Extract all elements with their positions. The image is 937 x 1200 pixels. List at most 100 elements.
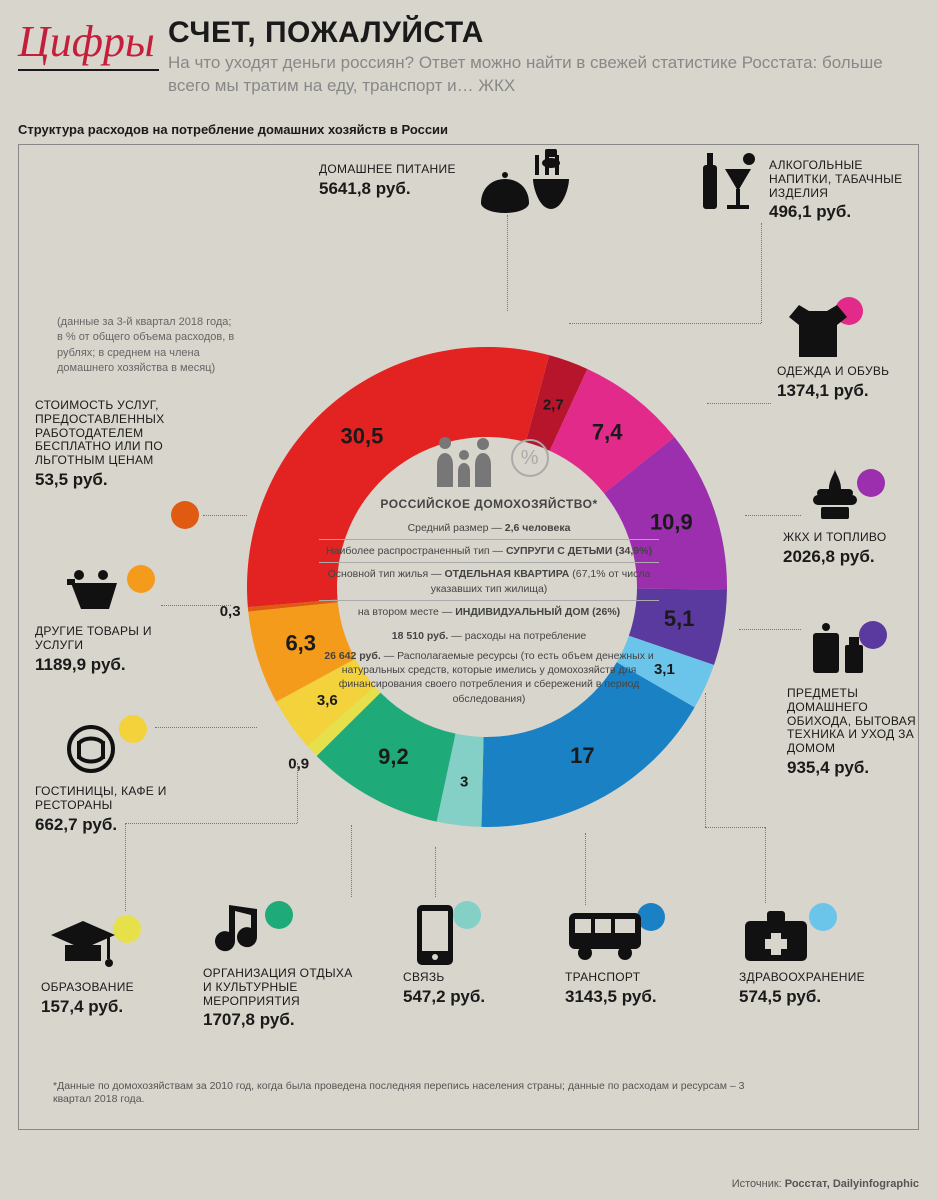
slice-label-other: 6,3 xyxy=(285,631,316,656)
center-row: Средний размер — 2,6 человека xyxy=(319,517,659,540)
callout-household-label: ПРЕДМЕТЫ ДОМАШНЕГО ОБИХОДА, БЫТОВАЯ ТЕХН… xyxy=(787,687,917,756)
callout-comm: СВЯЗЬ 547,2 руб. xyxy=(403,971,503,1006)
culture-icon xyxy=(215,905,271,961)
callout-education: ОБРАЗОВАНИЕ 157,4 руб. xyxy=(41,981,161,1016)
leader xyxy=(705,693,706,827)
callout-clothes-label: ОДЕЖДА И ОБУВЬ xyxy=(777,365,907,379)
center-fin-2: 26 642 руб. — Располагаемые ресурсы (то … xyxy=(319,643,659,706)
callout-alcohol-label: АЛКОГОЛЬНЫЕ НАПИТКИ, ТАБАЧНЫЕ ИЗДЕЛИЯ xyxy=(769,159,909,200)
callout-transport-label: ТРАНСПОРТ xyxy=(565,971,685,985)
percent-icon: % xyxy=(511,439,549,477)
family-icon xyxy=(429,435,499,487)
clothes-icon xyxy=(789,303,847,357)
leader xyxy=(125,823,126,911)
callout-culture-value: 1707,8 руб. xyxy=(203,1010,353,1030)
center-heading: РОССИЙСКОЕ ДОМОХОЗЯЙСТВО* xyxy=(319,497,659,511)
callout-utilities-label: ЖКХ И ТОПЛИВО xyxy=(783,531,913,545)
chart-footnote: *Данные по домохозяйствам за 2010 год, к… xyxy=(53,1080,753,1107)
source-label: Источник: xyxy=(732,1178,782,1190)
transport-icon xyxy=(567,909,643,963)
dot-hotels xyxy=(119,715,147,743)
callout-culture-label: ОРГАНИЗАЦИЯ ОТДЫХА И КУЛЬТУРНЫЕ МЕРОПРИЯ… xyxy=(203,967,353,1008)
callout-food-value: 5641,8 руб. xyxy=(319,179,469,199)
callout-hotels-label: ГОСТИНИЦЫ, КАФЕ И РЕСТОРАНЫ xyxy=(35,785,185,813)
callout-comm-value: 547,2 руб. xyxy=(403,987,503,1007)
chart-meta: (данные за 3-й квартал 2018 года; в % от… xyxy=(57,315,237,377)
leader xyxy=(351,825,352,897)
hotels-icon xyxy=(63,721,119,777)
callout-alcohol: АЛКОГОЛЬНЫЕ НАПИТКИ, ТАБАЧНЫЕ ИЗДЕЛИЯ 49… xyxy=(769,159,909,222)
utilities-icon xyxy=(807,467,863,521)
callout-other-label: ДРУГИЕ ТОВАРЫ И УСЛУГИ xyxy=(35,625,185,653)
other-icon xyxy=(67,567,123,619)
leader xyxy=(161,605,231,606)
callout-comm-label: СВЯЗЬ xyxy=(403,971,503,985)
source-line: Источник: Росстат, Dailyinfographic xyxy=(732,1178,919,1190)
callout-food: ДОМАШНЕЕ ПИТАНИЕ 5641,8 руб. xyxy=(319,163,469,198)
chart-title: Структура расходов на потребление домашн… xyxy=(18,122,448,137)
callout-transport: ТРАНСПОРТ 3143,5 руб. xyxy=(565,971,685,1006)
callout-employer: СТОИМОСТЬ УСЛУГ, ПРЕДОСТАВЛЕННЫХ РАБОТОД… xyxy=(35,399,205,490)
household-icon xyxy=(809,623,867,677)
callout-hotels-value: 662,7 руб. xyxy=(35,815,185,835)
leader xyxy=(569,323,761,324)
callout-health-value: 574,5 руб. xyxy=(739,987,889,1007)
center-row: на втором месте — ИНДИВИДУАЛЬНЫЙ ДОМ (26… xyxy=(319,601,659,623)
callout-utilities: ЖКХ И ТОПЛИВО 2026,8 руб. xyxy=(783,531,913,566)
callout-household: ПРЕДМЕТЫ ДОМАШНЕГО ОБИХОДА, БЫТОВАЯ ТЕХН… xyxy=(787,687,917,778)
center-fin-1: 18 510 руб. — расходы на потребление xyxy=(319,623,659,643)
leader xyxy=(761,223,762,323)
dot-employer xyxy=(171,501,199,529)
callout-hotels: ГОСТИНИЦЫ, КАФЕ И РЕСТОРАНЫ 662,7 руб. xyxy=(35,785,185,834)
dot-health xyxy=(809,903,837,931)
comm-icon xyxy=(413,905,457,965)
slice-label-comm: 3 xyxy=(460,774,468,791)
leader xyxy=(745,515,801,516)
leader xyxy=(739,629,801,630)
brand-logo: Цифры xyxy=(18,16,159,71)
callout-clothes-value: 1374,1 руб. xyxy=(777,381,907,401)
alcohol-icon xyxy=(697,151,761,213)
leader xyxy=(585,833,586,905)
callout-transport-value: 3143,5 руб. xyxy=(565,987,685,1007)
callout-culture: ОРГАНИЗАЦИЯ ОТДЫХА И КУЛЬТУРНЫЕ МЕРОПРИЯ… xyxy=(203,967,353,1030)
slice-label-transport: 17 xyxy=(570,743,594,768)
source-value: Росстат, Dailyinfographic xyxy=(785,1178,919,1190)
leader xyxy=(435,847,436,897)
callout-food-label: ДОМАШНЕЕ ПИТАНИЕ xyxy=(319,163,469,177)
donut-center-info: % РОССИЙСКОЕ ДОМОХОЗЯЙСТВО* Средний разм… xyxy=(319,435,659,706)
dot-comm xyxy=(453,901,481,929)
callout-clothes: ОДЕЖДА И ОБУВЬ 1374,1 руб. xyxy=(777,365,907,400)
slice-label-culture: 9,2 xyxy=(378,744,409,769)
food-icon xyxy=(479,149,569,215)
leader xyxy=(705,827,765,828)
chart-container: (данные за 3-й квартал 2018 года; в % от… xyxy=(18,144,919,1130)
callout-health: ЗДРАВООХРАНЕНИЕ 574,5 руб. xyxy=(739,971,889,1006)
dot-education xyxy=(113,915,141,943)
health-icon xyxy=(741,909,811,963)
leader xyxy=(507,215,508,311)
page-subtitle: На что уходят деньги россиян? Ответ можн… xyxy=(168,52,908,98)
leader xyxy=(765,827,766,903)
callout-other: ДРУГИЕ ТОВАРЫ И УСЛУГИ 1189,9 руб. xyxy=(35,625,185,674)
dot-other xyxy=(127,565,155,593)
slice-label-household: 5,1 xyxy=(664,606,695,631)
callout-employer-value: 53,5 руб. xyxy=(35,470,205,490)
callout-household-value: 935,4 руб. xyxy=(787,758,917,778)
callout-education-value: 157,4 руб. xyxy=(41,997,161,1017)
slice-label-alcohol: 2,7 xyxy=(543,397,564,414)
page-title: СЧЕТ, ПОЖАЛУЙСТА xyxy=(168,16,484,50)
center-row: Наиболее распространенный тип — СУПРУГИ … xyxy=(319,540,659,563)
leader xyxy=(297,763,298,823)
callout-health-label: ЗДРАВООХРАНЕНИЕ xyxy=(739,971,889,985)
education-icon xyxy=(51,921,115,971)
leader xyxy=(203,515,247,516)
callout-other-value: 1189,9 руб. xyxy=(35,655,185,675)
leader xyxy=(155,727,257,728)
leader xyxy=(707,403,771,404)
slice-label-education: 0,9 xyxy=(288,755,309,772)
callout-education-label: ОБРАЗОВАНИЕ xyxy=(41,981,161,995)
callout-alcohol-value: 496,1 руб. xyxy=(769,202,909,222)
callout-employer-label: СТОИМОСТЬ УСЛУГ, ПРЕДОСТАВЛЕННЫХ РАБОТОД… xyxy=(35,399,205,468)
center-row: Основной тип жилья — ОТДЕЛЬНАЯ КВАРТИРА … xyxy=(319,563,659,600)
